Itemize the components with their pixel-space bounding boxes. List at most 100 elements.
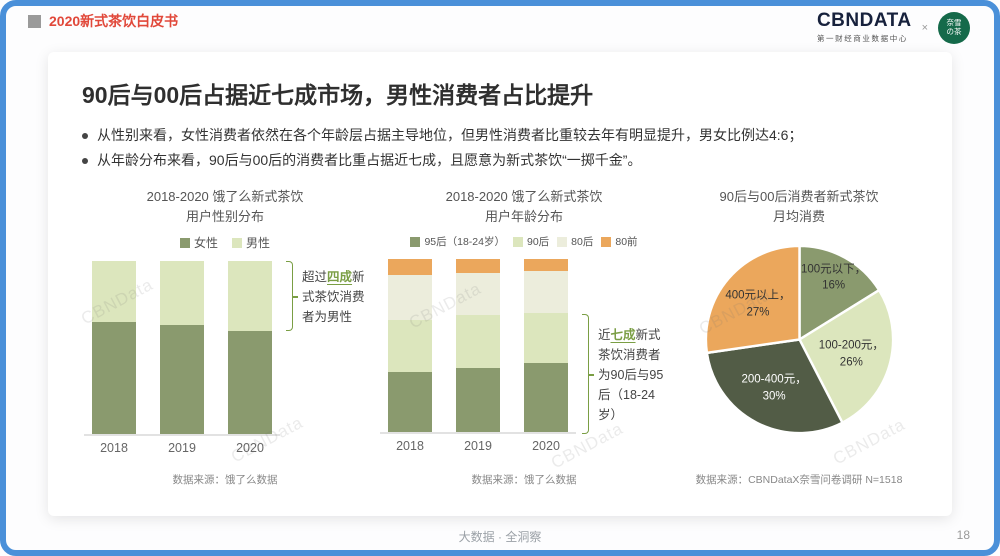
legend-label: 80前 — [615, 236, 638, 249]
annotation-highlight: 四成 — [327, 270, 353, 285]
young-share-annotation: 近七成新式茶饮消费者为90后与95后（18-24岁） — [582, 259, 668, 435]
annotation-text: 近七成新式茶饮消费者为90后与95后（18-24岁） — [598, 325, 668, 425]
legend-item-80前: 80前 — [601, 234, 638, 249]
stacked-bars — [380, 259, 576, 435]
bar-segment-90后 — [456, 314, 500, 369]
bar-segment-80前 — [456, 259, 500, 274]
chart-body: 2018 2019 2020 超过四成新式茶饮消费者为男性 — [84, 261, 366, 455]
cbndata-logo: CBNDATA — [816, 10, 912, 31]
x-axis-label: 2018 — [100, 441, 128, 456]
charts-row: 2018-2020 饿了么新式茶饮 用户性别分布 女性 男性 2018 2019 20… — [82, 187, 918, 487]
bracket — [286, 261, 298, 332]
x-axis-label: 2019 — [168, 441, 196, 456]
nayuki-logo-text-line1: 奈雪 — [946, 17, 962, 27]
legend-swatch-icon — [179, 237, 190, 248]
content-card: CBNData CBNData CBNData CBNData CBNData … — [48, 52, 952, 516]
chart-legend: 女性 男性 — [179, 234, 270, 251]
bullet-text: 从性别来看，女性消费者依然在各个年龄层占据主导地位，但男性消费者比重较去年有明显… — [97, 127, 803, 143]
x-axis-labels: 2018 2019 2020 — [380, 439, 576, 453]
stacked-bars — [84, 261, 280, 437]
bullet-dot-icon — [82, 133, 88, 139]
brand-group: CBNDATA 第一财经商业数据中心 × 奈雪 の茶 — [817, 11, 970, 44]
bar-segment-90后 — [388, 319, 432, 372]
annotation-text: 超过四成新式茶饮消费者为男性 — [302, 267, 366, 327]
stacked-bar-2019 — [456, 259, 500, 433]
bar-segment-80后 — [388, 274, 432, 320]
male-share-annotation: 超过四成新式茶饮消费者为男性 — [286, 261, 366, 436]
data-source: 数据来源：CBNDataX奈雪问卷调研 N=1518 — [695, 474, 903, 487]
stacked-bar-2019 — [160, 261, 204, 435]
chart-title-line1: 2018-2020 饿了么新式茶饮 — [146, 189, 304, 205]
chart-body: 2018 2019 2020 近七成新式茶饮消费者为90后与95后（18-24岁） — [380, 259, 668, 453]
pie-area: 100元以下， 16% 100-200元， 26% 200-400元， 30% 400元以上… — [702, 242, 897, 437]
bracket — [582, 313, 594, 435]
legend-swatch-icon — [512, 236, 523, 247]
doc-title-group: 2020新式茶饮白皮书 — [28, 11, 178, 31]
footer-tagline: 大数据 · 全洞察 — [458, 530, 542, 544]
plot-area: 2018 2019 2020 — [84, 261, 280, 455]
stacked-bar-2020 — [228, 261, 272, 435]
chart-title-line2: 用户性别分布 — [185, 208, 264, 224]
stacked-bar-2018 — [92, 261, 136, 435]
chart-title-line2: 月均消费 — [772, 208, 825, 224]
annotation-highlight: 七成 — [610, 328, 636, 343]
legend-item-男性: 男性 — [232, 234, 270, 251]
legend-label: 女性 — [193, 236, 218, 251]
slide-title: 90后与00后占据近七成市场，男性消费者占比提升 — [82, 82, 594, 108]
legend-item-90后: 90后 — [512, 234, 550, 249]
stacked-bar-2020 — [524, 259, 568, 433]
legend-swatch-icon — [410, 236, 421, 247]
topbar: 2020新式茶饮白皮书 CBNDATA 第一财经商业数据中心 × 奈雪 の茶 — [28, 11, 970, 44]
bar-segment-90后 — [524, 313, 568, 364]
bar-segment-女性 — [160, 325, 204, 435]
pie-slice-100元以下 — [797, 245, 880, 342]
bullet-dot-icon — [82, 158, 88, 165]
pie-chart — [704, 245, 894, 435]
chart-title: 2018-2020 饿了么新式茶饮 用户年龄分布 — [446, 187, 603, 226]
bullet-text: 从年龄分布来看，90后与00后的消费者比重占据近七成，且愿意为新式茶饮“一掷千金… — [97, 152, 642, 169]
gender-distribution-chart: 2018-2020 饿了么新式茶饮 用户性别分布 女性 男性 2018 2019 20… — [82, 187, 368, 487]
pie-slice-200-400元 — [705, 338, 844, 435]
annotation-suffix: 新式茶饮消费者为90后与95后（18-24岁） — [598, 328, 664, 423]
plot-area: 2018 2019 2020 — [380, 259, 576, 453]
x-axis-label: 2020 — [236, 441, 264, 456]
bar-segment-95后（18-24岁） — [524, 363, 568, 433]
monthly-spend-pie-chart: 90后与00后消费者新式茶饮 月均消费 100元以下， 16% 100-200元， 2… — [680, 187, 918, 487]
annotation-prefix: 近 — [598, 328, 611, 343]
chart-title: 90后与00后消费者新式茶饮 月均消费 — [720, 187, 879, 226]
legend-swatch-icon — [557, 236, 568, 247]
legend-label: 95后（18-24岁） — [424, 236, 505, 249]
x-axis-labels: 2018 2019 2020 — [84, 441, 280, 455]
bar-segment-80前 — [388, 259, 432, 275]
bullet-item: 从年龄分布来看，90后与00后的消费者比重占据近七成，且愿意为新式茶饮“一掷千金… — [82, 148, 918, 173]
x-axis-label: 2019 — [464, 439, 492, 454]
legend-label: 90后 — [526, 236, 550, 249]
bar-segment-80后 — [524, 271, 568, 313]
chart-title-line1: 90后与00后消费者新式茶饮 — [719, 189, 879, 205]
doc-title: 2020新式茶饮白皮书 — [49, 13, 179, 29]
legend-swatch-icon — [601, 236, 612, 247]
chart-title-line1: 2018-2020 饿了么新式茶饮 — [445, 189, 603, 205]
data-source: 数据来源：饿了么数据 — [471, 474, 577, 487]
stacked-bar-2018 — [388, 259, 432, 433]
cbndata-brand: CBNDATA 第一财经商业数据中心 — [817, 11, 912, 44]
pie-slice-100-200元 — [797, 289, 894, 425]
bar-segment-80前 — [524, 259, 568, 272]
bar-segment-男性 — [160, 261, 204, 326]
bar-segment-95后（18-24岁） — [456, 368, 500, 433]
x-axis-label: 2018 — [396, 439, 424, 454]
legend-label: 80后 — [571, 236, 594, 249]
bar-segment-男性 — [228, 261, 272, 331]
legend-item-女性: 女性 — [179, 234, 218, 251]
nayuki-logo-text-line2: の茶 — [946, 26, 962, 36]
cbndata-logo-subtitle: 第一财经商业数据中心 — [816, 34, 908, 43]
bar-segment-80后 — [456, 273, 500, 315]
x-axis-label: 2020 — [532, 439, 560, 454]
square-bullet-icon — [28, 14, 41, 28]
annotation-prefix: 超过 — [302, 270, 328, 285]
nayuki-logo: 奈雪 の茶 — [938, 11, 970, 44]
chart-legend: 95后（18-24岁） 90后 80后 80前 — [410, 234, 638, 249]
annotation-suffix: 新式茶饮消费者为男性 — [302, 270, 365, 325]
footer: 大数据 · 全洞察 18 — [0, 528, 1000, 545]
legend-item-95后（18-24岁）: 95后（18-24岁） — [410, 234, 505, 249]
